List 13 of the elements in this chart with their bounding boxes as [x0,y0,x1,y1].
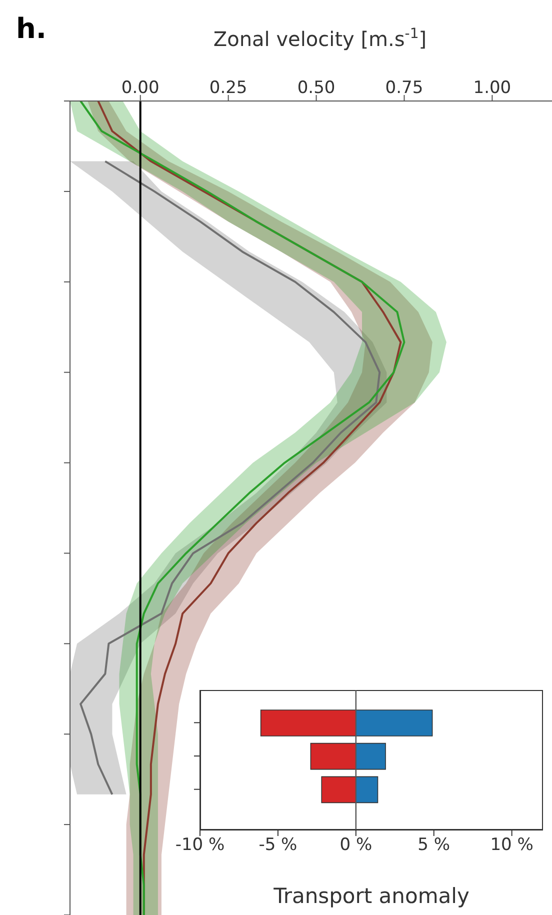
x-tick-label: -10 % [175,835,225,856]
x-tick-label: 10 % [490,835,534,856]
x-tick-label: 0.50 [297,78,336,98]
x-axis-title: Transport anomaly [272,884,470,908]
x-tick-label: -5 % [258,835,298,856]
x-axis-title: Zonal velocity [m.s$^{-1}$] [213,26,427,51]
x-tick-label: 0.75 [385,78,424,98]
x-tick-label: 0.25 [209,78,248,98]
x-tick-label: 5 % [418,835,450,856]
x-tick-label: 0.00 [121,78,160,98]
x-tick-label: 1.00 [473,78,512,98]
chart-title: h. [16,12,47,45]
x-tick-label: 0 % [340,835,372,856]
